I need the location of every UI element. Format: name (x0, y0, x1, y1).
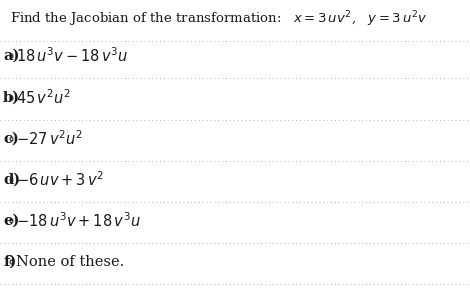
Text: f): f) (3, 255, 16, 269)
Text: e): e) (3, 214, 19, 228)
Text: $18\,u^3v - 18\,v^3u$: $18\,u^3v - 18\,v^3u$ (16, 47, 128, 65)
Text: c): c) (3, 132, 19, 146)
Text: $-27\,v^2u^2$: $-27\,v^2u^2$ (16, 130, 83, 148)
Text: a): a) (3, 49, 19, 63)
Text: b): b) (3, 91, 20, 105)
Text: None of these.: None of these. (16, 255, 124, 269)
Text: $-6\,uv + 3\,v^2$: $-6\,uv + 3\,v^2$ (16, 171, 104, 189)
Text: d): d) (3, 173, 20, 187)
Text: $45\,v^2u^2$: $45\,v^2u^2$ (16, 89, 70, 107)
Text: $-18\,u^3v + 18\,v^3u$: $-18\,u^3v + 18\,v^3u$ (16, 212, 140, 230)
Text: Find the Jacobian of the transformation:   $x = 3\,uv^2$,   $y = 3\,u^2v$: Find the Jacobian of the transformation:… (10, 9, 428, 29)
